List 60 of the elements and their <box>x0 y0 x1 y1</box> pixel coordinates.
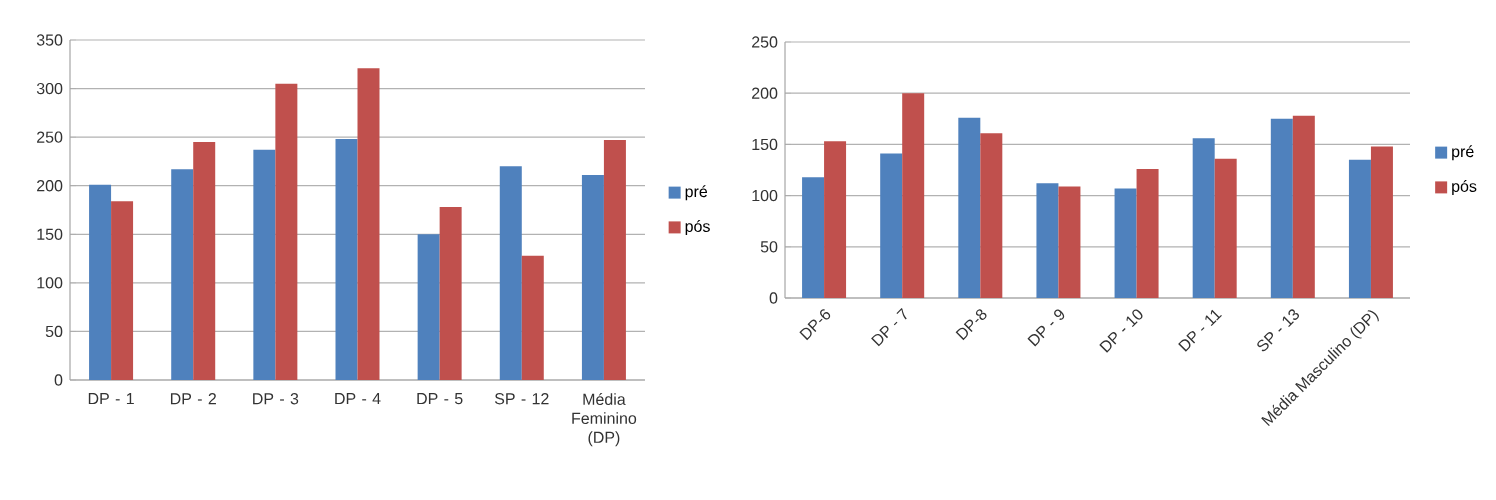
y-tick-label: 250 <box>752 36 778 48</box>
x-tick-label: DP - 5 <box>417 393 463 405</box>
legend-label: pós <box>1452 179 1477 196</box>
x-tick-label: Média Feminino (DP) <box>572 393 637 447</box>
bar <box>958 117 981 298</box>
y-tick-label: 100 <box>37 277 63 289</box>
bar <box>824 141 847 298</box>
y-tick-label: 150 <box>37 228 63 240</box>
x-tick-label: DP - 2 <box>170 393 216 405</box>
bar <box>499 166 522 380</box>
y-tick-label: 200 <box>752 87 778 99</box>
y-tick-label: 0 <box>54 374 63 386</box>
x-tick-label: DP - 9 <box>1027 309 1065 347</box>
y-tick-label: 350 <box>36 34 63 46</box>
x-tick-label: DP - 4 <box>335 393 381 405</box>
x-tick-label: SP - 12 <box>494 393 549 405</box>
bar <box>357 68 380 380</box>
bar <box>111 201 134 380</box>
x-tick-label: DP - 10 <box>1099 309 1143 353</box>
bar <box>1348 159 1371 298</box>
x-tick-label: DP - 7 <box>871 307 907 347</box>
bar <box>193 142 216 380</box>
y-tick-label: 50 <box>45 325 63 338</box>
bar <box>1036 183 1059 298</box>
x-tick-label: DP - 3 <box>253 393 299 405</box>
bar <box>171 169 194 380</box>
bar <box>1136 168 1159 298</box>
bar <box>1292 115 1315 298</box>
bar <box>439 207 462 380</box>
y-tick-label: 250 <box>37 131 63 143</box>
bar <box>89 184 112 380</box>
bar <box>581 175 604 380</box>
bar <box>902 93 925 298</box>
bar <box>802 177 825 298</box>
bar <box>253 149 276 380</box>
legend-label: pré <box>685 185 708 201</box>
bar <box>335 139 358 380</box>
bar <box>1370 146 1393 298</box>
bar <box>980 133 1003 298</box>
x-tick-label: DP - 1 <box>88 393 134 405</box>
bar <box>1058 186 1081 298</box>
bar <box>1270 118 1293 298</box>
bar <box>1214 158 1237 298</box>
x-tick-label: SP - 13 <box>1257 309 1300 352</box>
bar <box>603 140 626 380</box>
bar <box>1114 188 1137 298</box>
x-tick-label: DP - 11 <box>1178 309 1222 352</box>
bar <box>275 83 298 380</box>
y-tick-label: 100 <box>752 189 778 202</box>
bar <box>417 234 440 380</box>
y-tick-label: 0 <box>769 292 778 304</box>
bar <box>880 153 903 298</box>
y-tick-label: 150 <box>752 138 778 151</box>
y-tick-label: 50 <box>760 241 778 253</box>
y-tick-label: 200 <box>37 180 63 192</box>
legend-label: pré <box>1452 145 1474 161</box>
bar <box>1192 138 1215 298</box>
bar <box>521 255 544 380</box>
legend-label: pós <box>685 219 710 236</box>
y-tick-label: 300 <box>36 82 63 95</box>
